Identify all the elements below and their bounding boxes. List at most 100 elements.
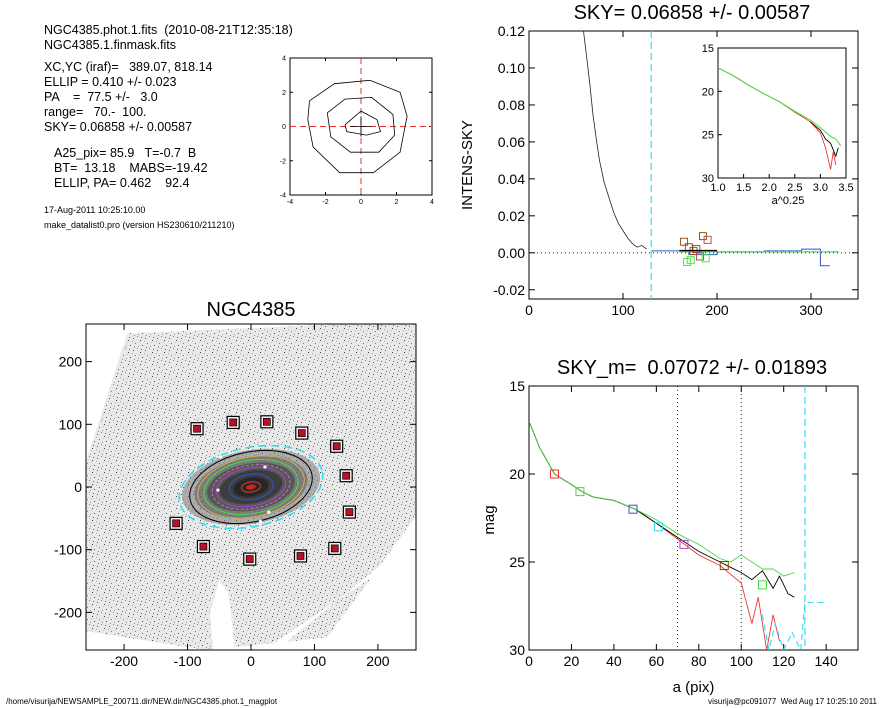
y-tick-label: 0.06 <box>498 134 525 150</box>
inset-y-tick-label: 15 <box>702 43 714 55</box>
sky-plot-area <box>529 31 858 299</box>
info-line-a25: A25_pix= 85.9 T=-0.7 B <box>54 146 197 160</box>
y-tick-label: 15 <box>509 378 525 394</box>
sky-sample-square <box>696 252 705 261</box>
info-line-sky: SKY= 0.06858 +/- 0.00587 <box>44 120 193 134</box>
inset-green-line <box>718 67 842 147</box>
isophote-ellipse <box>178 444 324 530</box>
x-tick-label: 0 <box>359 199 363 206</box>
y-tick-label: 0 <box>74 479 82 495</box>
y-tick-label: 0.02 <box>498 208 525 224</box>
x-tick-label: 120 <box>772 653 796 669</box>
inset-x-tick-label: 1.5 <box>736 182 751 194</box>
sky-box-inner <box>263 417 271 426</box>
image-chart-title: NGC4385 <box>206 299 296 321</box>
x-tick-label: -100 <box>174 653 202 669</box>
y-tick-label: -0.02 <box>493 282 525 298</box>
sky-sample-square <box>701 254 710 263</box>
mag-x-axis-label: a (pix) <box>673 679 715 696</box>
inset-x-tick-label: 3.0 <box>813 182 828 194</box>
sky-box-inner <box>193 424 201 433</box>
x-tick-label: 140 <box>814 653 838 669</box>
y-tick-label: 30 <box>509 642 525 658</box>
x-tick-label: 60 <box>649 653 665 669</box>
inset-black-line <box>809 121 839 158</box>
y-tick-label: 25 <box>509 554 525 570</box>
y-tick-label: -2 <box>280 158 286 165</box>
y-tick-label: 0.12 <box>498 23 525 39</box>
x-tick-label: 4 <box>430 199 434 206</box>
inset-x-axis-label: a^0.25 <box>772 195 805 207</box>
info-line-center: XC,YC (iraf)= 389.07, 818.14 <box>44 60 213 74</box>
inset-frame <box>717 47 847 179</box>
y-tick-label: 0.10 <box>498 60 525 76</box>
isophote-ellipse <box>215 466 287 508</box>
info-line-file: NGC4385.phot.1.fits (2010-08-21T12:35:18… <box>44 23 293 37</box>
sky-box-inner <box>199 542 208 551</box>
x-tick-label: 100 <box>730 653 754 669</box>
info-line-mask: NGC4385.1.finmask.fits <box>44 38 176 52</box>
x-tick-label: -4 <box>287 199 293 206</box>
mag-chart-title: SKY_m= 0.07072 +/- 0.01893 <box>556 357 828 379</box>
contour-line <box>344 110 382 136</box>
sky-chart-title: SKY= 0.06858 +/- 0.00587 <box>573 2 811 24</box>
sky-box-inner <box>345 508 354 516</box>
masked-star <box>267 510 271 514</box>
sky-box-inner <box>245 555 254 563</box>
inset-x-tick-label: 2.5 <box>787 182 802 194</box>
y-tick-label: 0.04 <box>498 171 525 187</box>
mag-isophote-marker <box>757 580 767 590</box>
inset-y-tick-label: 30 <box>702 173 714 185</box>
masked-star <box>216 488 220 492</box>
info-date: 17-Aug-2011 10:25:10.00 <box>44 205 146 215</box>
mag-isophote-marker <box>653 522 663 532</box>
sky-box-inner <box>172 519 180 528</box>
info-program: make_datalist0.pro (version HS230610/211… <box>44 220 235 230</box>
info-line-ellip-pa: ELLIP, PA= 0.462 92.4 <box>54 176 190 190</box>
image-gap-blob <box>209 581 236 650</box>
mag-isophote-marker <box>719 561 729 571</box>
isophote-ellipse <box>189 449 313 525</box>
x-tick-label: 200 <box>705 302 729 318</box>
info-line-bt: BT= 13.18 MABS=-19.42 <box>54 161 208 175</box>
x-tick-label: 200 <box>366 653 390 669</box>
sky-box-inner <box>296 552 305 560</box>
mag-series-black-line <box>529 421 795 598</box>
sky-sample-square <box>703 235 712 244</box>
isophote-ellipse <box>228 473 274 501</box>
x-tick-label: 100 <box>611 302 635 318</box>
mag-isophote-marker <box>549 469 559 479</box>
contour-line <box>326 96 396 153</box>
mag-plot-area <box>529 386 827 650</box>
mag-y-axis-label: mag <box>481 505 498 534</box>
inset-x-tick-label: 3.5 <box>838 182 853 194</box>
mag-plot-frame <box>528 385 859 651</box>
y-tick-label: 2 <box>282 90 286 97</box>
inset-x-tick-label: 1.0 <box>710 182 725 194</box>
inset-plot-area <box>718 67 842 170</box>
sky-box-inner <box>229 418 238 427</box>
mag-isophote-marker <box>575 487 585 497</box>
x-tick-label: -200 <box>110 653 138 669</box>
y-tick-label: -200 <box>54 604 82 620</box>
y-tick-label: 0.08 <box>498 97 525 113</box>
y-tick-label: 4 <box>282 56 286 63</box>
contour-line <box>307 79 408 174</box>
masked-star <box>258 519 263 524</box>
sky-profile-line <box>583 31 647 250</box>
y-tick-label: -100 <box>54 542 82 558</box>
sky-box-inner <box>332 442 341 451</box>
x-tick-label: 80 <box>691 653 707 669</box>
sky-y-axis-label: INTENS-SKY <box>459 120 476 210</box>
sky-box-inner <box>342 471 351 480</box>
x-tick-label: 2 <box>395 199 399 206</box>
image-plot-area <box>86 324 416 650</box>
y-tick-label: 20 <box>509 466 525 482</box>
x-tick-label: -2 <box>322 199 328 206</box>
x-tick-label: 0 <box>525 302 533 318</box>
x-tick-label: 0 <box>525 653 533 669</box>
sky-box-inner <box>297 429 306 437</box>
sky-sample-square <box>680 237 689 246</box>
galaxy-nucleus <box>245 484 257 490</box>
mag-isophote-marker <box>628 504 638 514</box>
